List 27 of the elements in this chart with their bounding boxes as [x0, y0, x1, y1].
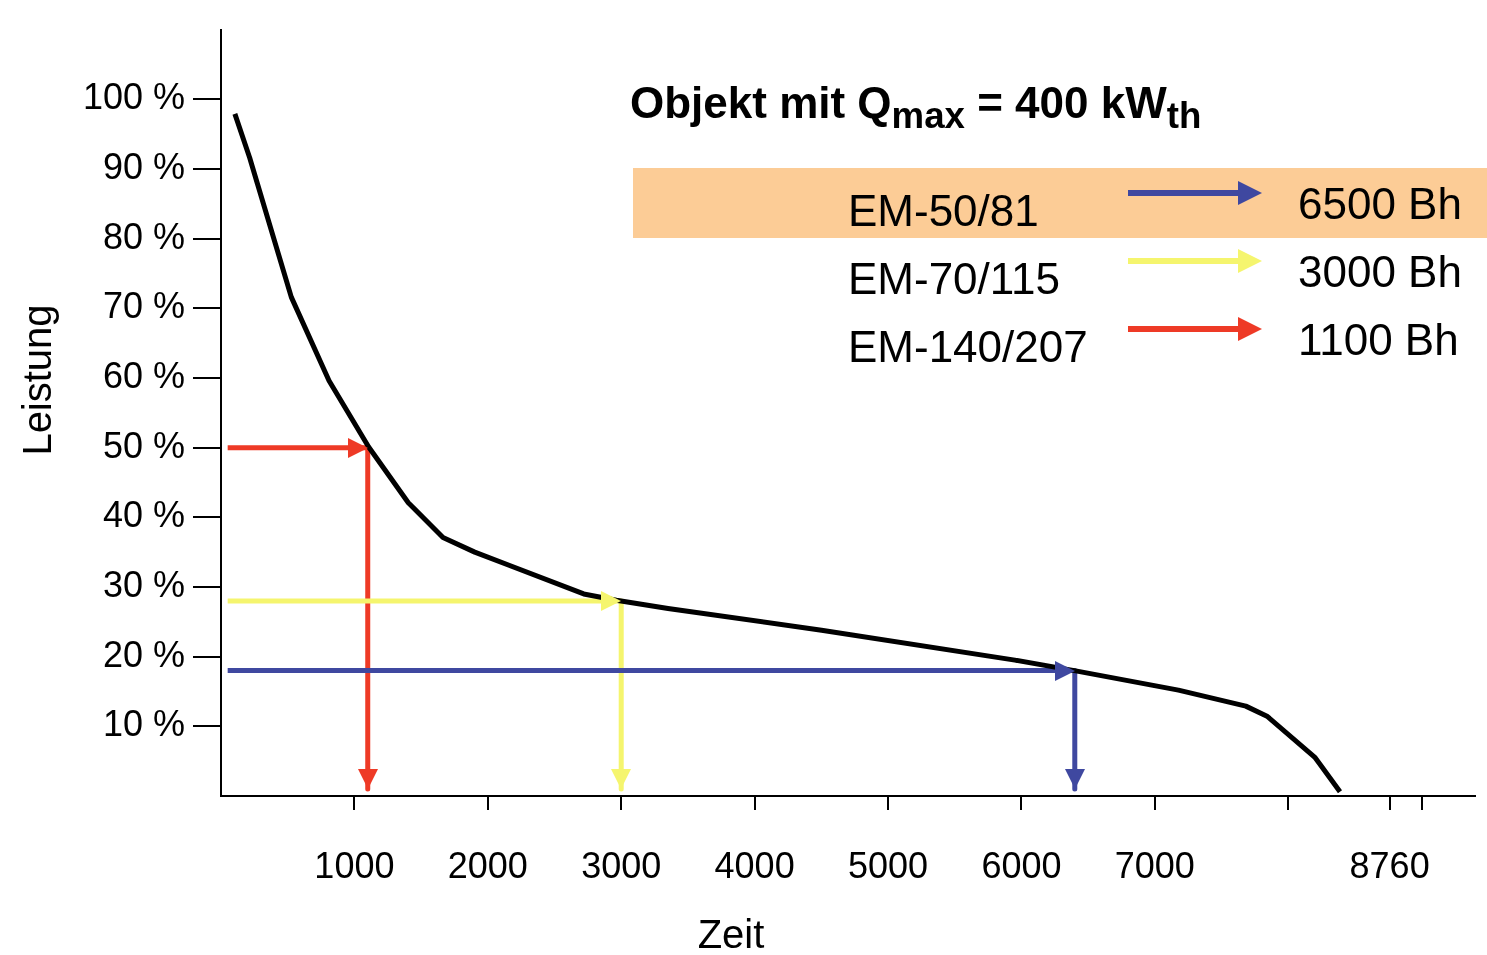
y-tick-label: 70 % [102, 285, 185, 327]
x-axis-title: Zeit [696, 912, 766, 955]
text: Objekt mit Q$_{max}$ = 400 kW$_{th}$ [630, 78, 1202, 137]
y-tick-label: 60 % [102, 354, 185, 396]
annotation: 6500 Bh [1298, 179, 1462, 229]
annotation: 1100 Bh [1298, 315, 1459, 365]
legend-label: EM-70/115 [848, 253, 1061, 304]
x-tick-label: 7000 [1114, 844, 1195, 886]
y-tick-label: 100 % [82, 76, 185, 118]
y-tick-label: 50 % [102, 424, 185, 466]
y-tick-label: 80 % [102, 215, 185, 257]
x-tick-label: 6000 [981, 844, 1062, 886]
y-tick-label: 30 % [102, 563, 185, 605]
legend-label: EM-50/81 [848, 185, 1040, 236]
y-tick-label: 10 % [102, 703, 185, 745]
y-tick-label: 40 % [102, 494, 185, 536]
x-tick-label: 1000 [314, 844, 395, 886]
x-tick-label: 2000 [447, 844, 528, 886]
y-tick-label: 90 % [102, 145, 185, 187]
legend-label: EM-140/207 [848, 321, 1089, 372]
annotation: 3000 Bh [1298, 247, 1462, 297]
y-axis-title: Leistung [14, 304, 60, 456]
x-tick-label: 3000 [581, 844, 662, 886]
y-tick-label: 20 % [102, 633, 185, 675]
x-tick-label: 4000 [714, 844, 795, 886]
x-tick-label: 8760 [1349, 844, 1430, 886]
x-tick-label: 5000 [847, 844, 929, 886]
